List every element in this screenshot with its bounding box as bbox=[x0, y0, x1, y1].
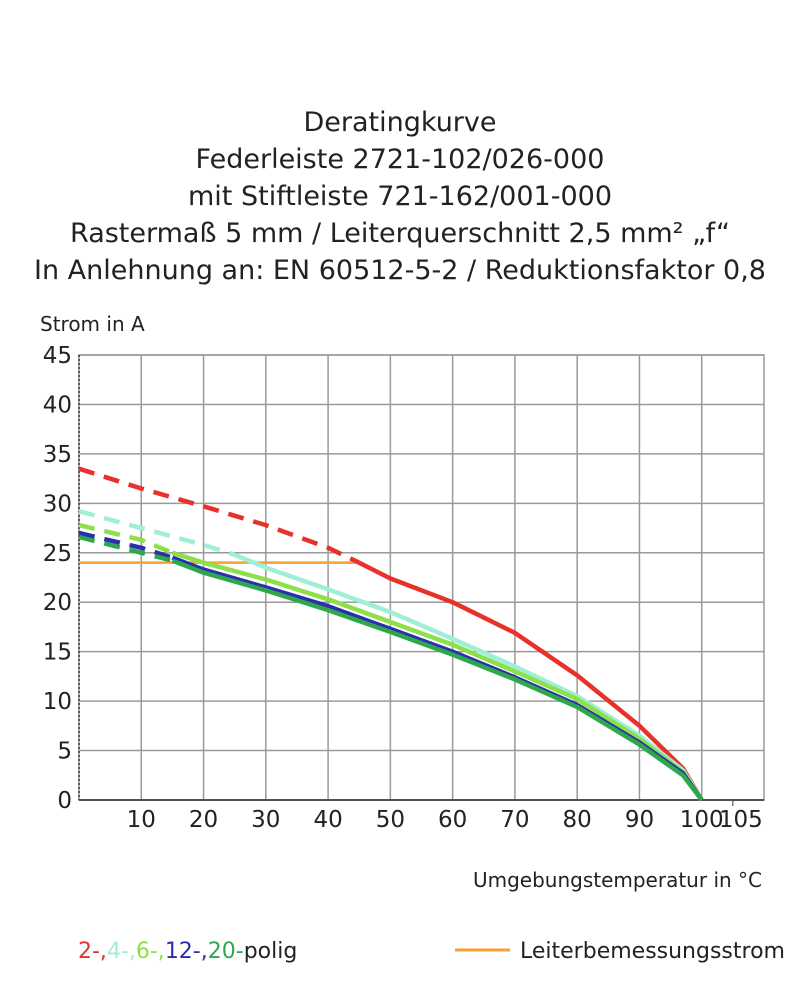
y-tick-label: 45 bbox=[43, 343, 72, 369]
y-tick-label: 20 bbox=[43, 590, 72, 616]
series-line-extrapolated bbox=[78, 466, 361, 565]
legend-suffix: polig bbox=[244, 939, 298, 964]
x-tick-label: 70 bbox=[500, 807, 529, 833]
x-axis-label: Umgebungstemperatur in °C bbox=[473, 868, 762, 892]
y-axis-label: Strom in A bbox=[40, 312, 145, 336]
y-tick-label: 40 bbox=[43, 392, 72, 418]
chart-title: In Anlehnung an: EN 60512-5-2 / Reduktio… bbox=[34, 255, 766, 286]
series-line-extrapolated bbox=[78, 522, 174, 555]
x-tick-label: 105 bbox=[719, 807, 763, 833]
x-tick-label: 90 bbox=[625, 807, 654, 833]
series-line bbox=[171, 550, 704, 802]
legend-entry: 2-, bbox=[78, 939, 107, 964]
y-tick-label: 25 bbox=[43, 541, 72, 567]
x-tick-label: 50 bbox=[376, 807, 405, 833]
series-line-extrapolated bbox=[78, 530, 174, 560]
x-tick-label: 60 bbox=[438, 807, 467, 833]
chart-title: mit Stiftleiste 721-162/001-000 bbox=[188, 181, 612, 212]
legend: 2-,4-,6-,12-,20-polig bbox=[78, 939, 297, 964]
series-line-extrapolated bbox=[78, 534, 173, 563]
x-tick-label: 80 bbox=[563, 807, 592, 833]
legend-entry: 6-, bbox=[136, 939, 165, 964]
x-tick-label: 10 bbox=[127, 807, 156, 833]
series-line bbox=[358, 560, 704, 802]
legend-entry: Leiterbemessungsstrom bbox=[520, 939, 785, 964]
series-line bbox=[171, 558, 704, 802]
x-tick-label: 40 bbox=[313, 807, 342, 833]
y-tick-label: 35 bbox=[43, 442, 72, 468]
plot-frame bbox=[78, 354, 765, 801]
series-line-extrapolated bbox=[78, 509, 236, 557]
legend-entry: 12-, bbox=[165, 939, 208, 964]
x-tick-label: 20 bbox=[189, 807, 218, 833]
x-tick-label: 100 bbox=[680, 807, 724, 833]
x-tick-label: 30 bbox=[251, 807, 280, 833]
chart-title: Federleiste 2721-102/026-000 bbox=[196, 144, 605, 175]
chart-title: Rastermaß 5 mm / Leiterquerschnitt 2,5 m… bbox=[70, 218, 730, 249]
y-tick-label: 10 bbox=[43, 689, 72, 715]
y-tick-label: 30 bbox=[43, 491, 72, 517]
legend-entry: 20- bbox=[208, 939, 244, 964]
chart-title: Deratingkurve bbox=[304, 107, 497, 138]
y-tick-label: 5 bbox=[57, 739, 72, 765]
legend-entry: 4-, bbox=[107, 939, 136, 964]
y-tick-label: 0 bbox=[57, 788, 72, 814]
y-tick-label: 15 bbox=[43, 640, 72, 666]
